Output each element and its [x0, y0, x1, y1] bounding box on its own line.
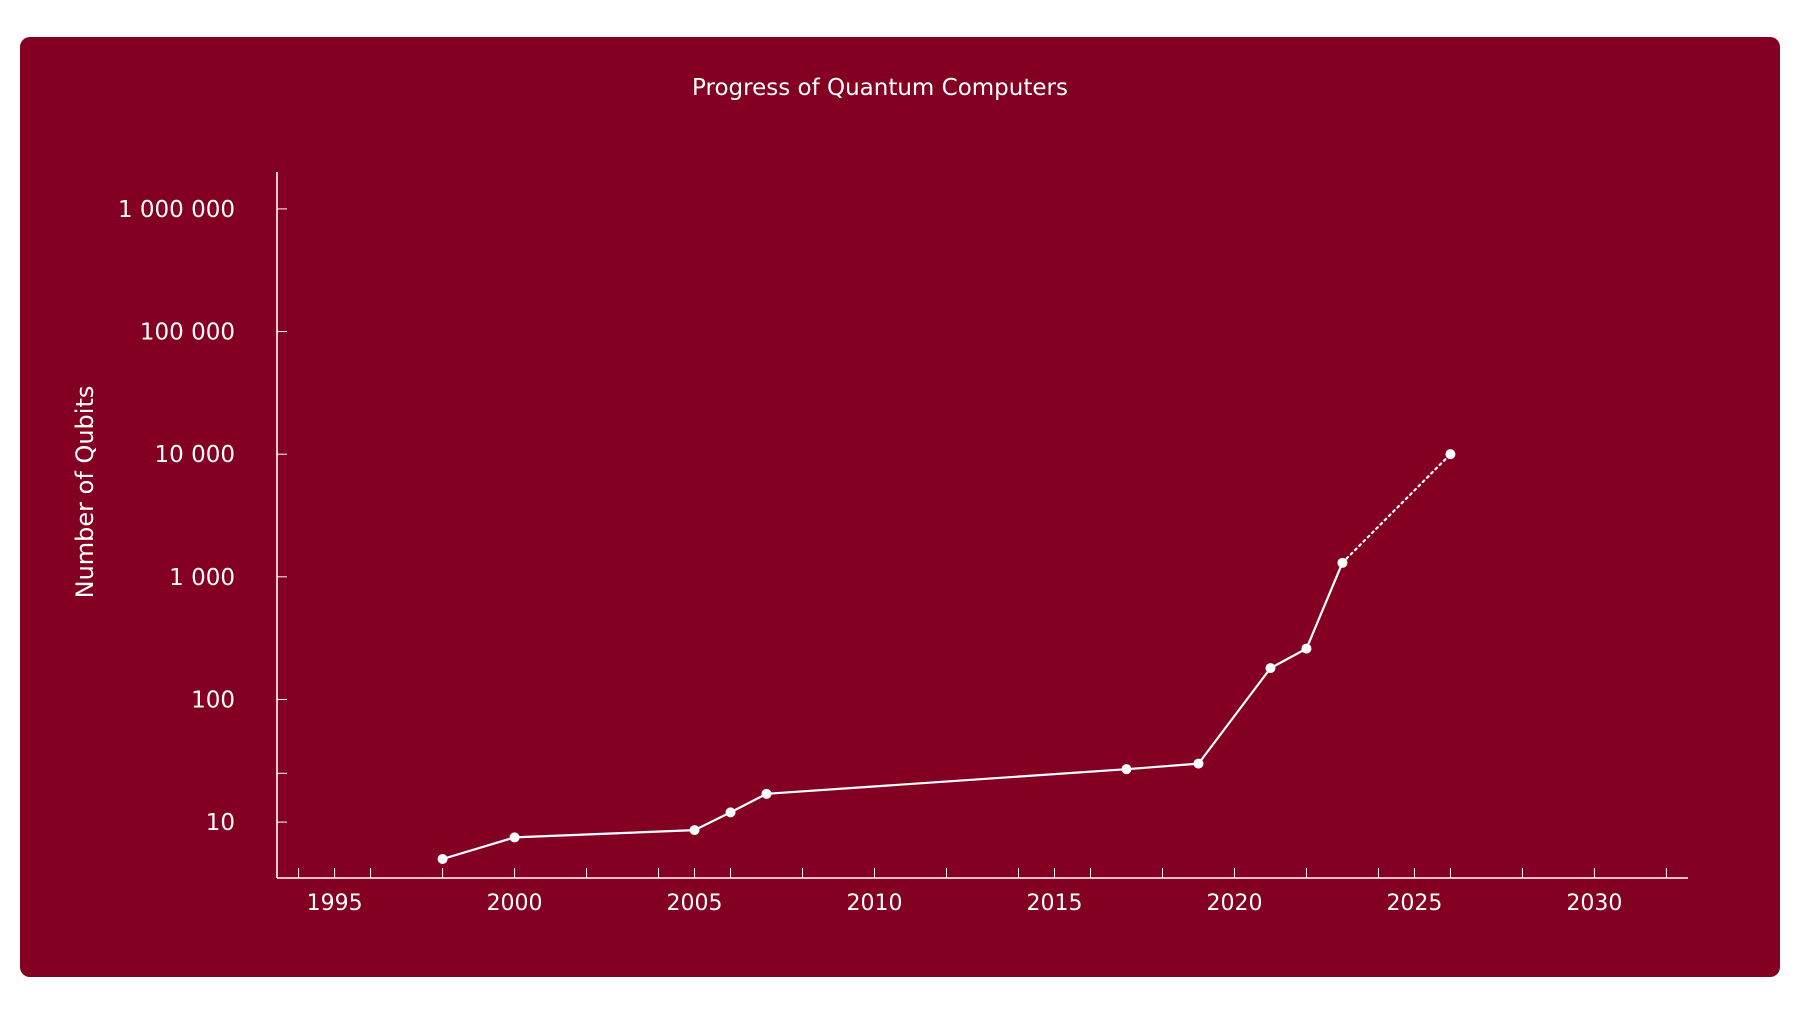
- data-points: [437, 449, 1456, 865]
- y-tick-label: 100: [191, 687, 235, 713]
- y-tick-label: 1 000 000: [118, 197, 235, 223]
- x-tick-label: 2020: [1206, 891, 1262, 916]
- chart-title: Progress of Quantum Computers: [692, 75, 1068, 101]
- y-tick-label: 10 000: [155, 442, 235, 468]
- data-point: [1265, 663, 1276, 674]
- chart-card: [20, 37, 1780, 977]
- axes: [276, 172, 1688, 879]
- data-point: [1193, 758, 1204, 769]
- x-tick-label: 2015: [1026, 891, 1082, 916]
- series-line-dotted: [1341, 453, 1452, 564]
- y-axis-label: Number of Qubits: [71, 386, 99, 599]
- y-tick-label: 10: [206, 810, 235, 836]
- data-point: [761, 788, 772, 799]
- x-tick-label: 1995: [307, 891, 363, 916]
- x-tick-label: 2025: [1386, 891, 1442, 916]
- series-line-solid: [442, 562, 1344, 861]
- data-point: [1121, 764, 1132, 775]
- y-tick-label: 100 000: [140, 320, 235, 346]
- x-tick-label: 2010: [847, 891, 903, 916]
- series-lines: [442, 453, 1452, 861]
- y-tick-label: 1 000: [169, 565, 235, 591]
- x-tick-label: 2000: [487, 891, 543, 916]
- data-point: [1337, 557, 1348, 568]
- data-point: [725, 807, 736, 818]
- data-point: [509, 832, 520, 843]
- data-point: [1445, 449, 1456, 460]
- data-point: [437, 854, 448, 865]
- data-point: [1301, 643, 1312, 654]
- y-axis-ticks: 10 100 1 000 10 000 100 000 1 000 000: [118, 197, 287, 836]
- x-axis-ticks: 1995 2000 2005 2010 2015 2020 2025 2030: [298, 868, 1667, 916]
- x-tick-label: 2005: [667, 891, 723, 916]
- data-point: [689, 825, 700, 836]
- x-tick-label: 2030: [1566, 891, 1622, 916]
